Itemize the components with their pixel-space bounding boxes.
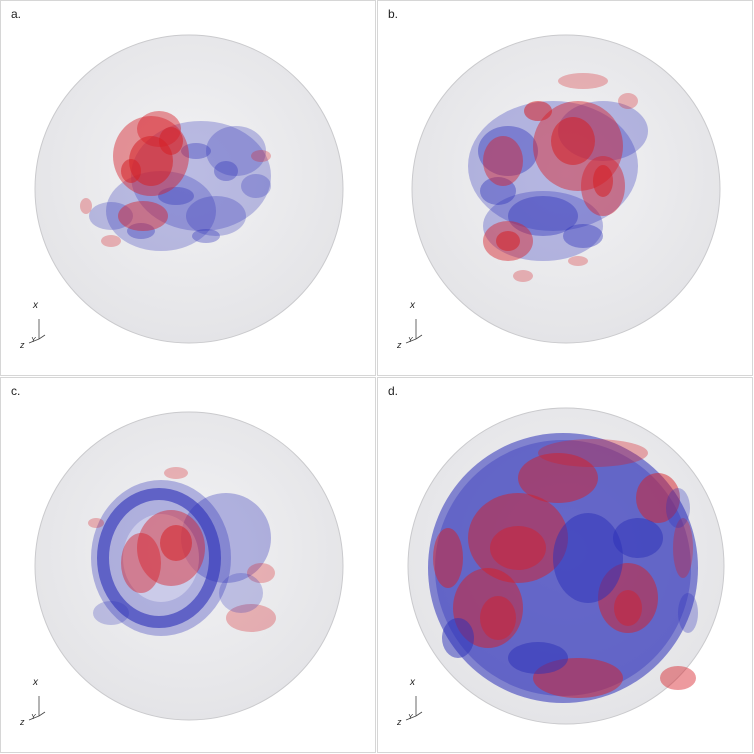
axis-z-label: z — [19, 717, 25, 727]
panel-b-label: b. — [388, 7, 399, 21]
panel-a-label: a. — [11, 7, 22, 21]
axis-x-label: x — [32, 677, 39, 688]
vortex-cluster — [468, 73, 648, 282]
axis-x-label: x — [32, 300, 39, 311]
axis-triad — [405, 696, 423, 721]
panel-b-render: x z Y — [396, 34, 721, 350]
panel-a: a. — [0, 0, 376, 376]
panel-d-label: d. — [388, 384, 399, 398]
axis-y-label: Y — [408, 337, 414, 344]
vortex-cluster — [88, 467, 276, 636]
panel-c: c. — [0, 377, 376, 753]
axis-z-label: z — [19, 340, 25, 350]
sphere-boundary — [34, 411, 344, 721]
panel-d-render: x z Y — [396, 407, 725, 727]
axis-x-label: x — [409, 677, 416, 688]
axis-y-label: Y — [408, 714, 414, 721]
panel-c-render: x z Y — [19, 411, 344, 727]
vortex-cluster — [80, 111, 271, 251]
panel-a-render: x z Y — [19, 34, 344, 350]
axis-z-label: z — [396, 340, 402, 350]
panel-c-label: c. — [11, 384, 21, 398]
axis-triad — [405, 319, 423, 344]
sphere-boundary — [34, 34, 344, 344]
panel-d: d. — [377, 377, 753, 753]
axis-y-label: Y — [31, 337, 37, 344]
axis-y-label: Y — [31, 714, 37, 721]
axis-x-label: x — [409, 300, 416, 311]
panel-b: b. — [377, 0, 753, 376]
vortex-cluster — [428, 433, 698, 703]
axis-triad — [28, 696, 46, 721]
sphere-boundary — [411, 34, 721, 344]
axis-triad — [28, 319, 46, 344]
axis-z-label: z — [396, 717, 402, 727]
